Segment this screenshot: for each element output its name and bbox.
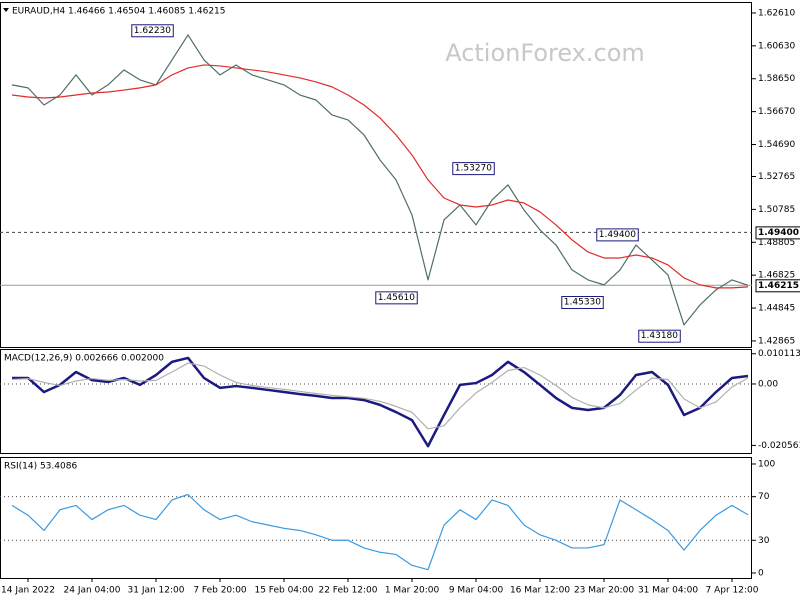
annotation: 1.53270: [455, 164, 492, 174]
y-tick-label: 1.48805: [758, 238, 795, 248]
y-tick-label: 0: [758, 568, 764, 578]
y-tick-label: 1.52765: [758, 172, 795, 182]
y-tick-label: 70: [758, 492, 770, 502]
x-tick-label: 22 Feb 12:00: [318, 586, 377, 596]
label-box: [755, 279, 800, 293]
y-tick-label: 1.50785: [758, 205, 795, 215]
x-tick-label: 14 Jan 2022: [1, 586, 55, 596]
x-tick-label: 16 Mar 12:00: [510, 586, 570, 596]
label-box: [596, 228, 639, 242]
y-tick-label: 1.46825: [758, 271, 795, 281]
x-tick-label: 31 Jan 12:00: [128, 586, 185, 596]
label-box: [755, 226, 800, 240]
y-tick-label: 1.42865: [758, 336, 795, 346]
annotation: 1.62230: [134, 26, 171, 36]
y-tick-label: 100: [758, 459, 775, 469]
series-line: [11, 362, 749, 430]
series-line: [12, 356, 749, 448]
series-line: [11, 64, 749, 289]
annotation: 1.49400: [599, 230, 636, 240]
y-tick-label: 1.54690: [758, 140, 795, 150]
series-line: [11, 493, 749, 571]
y-tick-label: 1.56670: [758, 107, 795, 117]
x-tick-label: 24 Jan 04:00: [64, 586, 121, 596]
y-tick-label: 1.62610: [758, 8, 795, 18]
x-tick-label: 15 Feb 04:00: [254, 586, 313, 596]
level-label: 1.46215: [758, 281, 799, 291]
y-tick-label: 1.44845: [758, 304, 795, 314]
series-line: [11, 34, 749, 326]
y-tick-label: 0.00: [758, 379, 778, 389]
y-tick-label: -0.020561: [758, 441, 800, 451]
panel-title: RSI(14) 53.4086: [4, 462, 77, 472]
x-tick-label: 31 Mar 04:00: [638, 586, 698, 596]
panel-frame: [0, 457, 752, 579]
panel-title: EURAUD,H4 1.46466 1.46504 1.46085 1.4621…: [12, 7, 226, 17]
label-box: [638, 329, 681, 343]
menu-icon: [3, 8, 9, 12]
watermark: ActionForex.com: [445, 39, 645, 67]
level-label: 1.49400: [758, 228, 799, 238]
y-tick-label: 1.58650: [758, 74, 795, 84]
panel-title: MACD(12,26,9) 0.002666 0.002000: [4, 354, 164, 364]
x-tick-label: 7 Feb 20:00: [193, 586, 247, 596]
y-tick-label: 0.010113: [758, 349, 800, 359]
annotation: 1.45610: [378, 293, 415, 303]
x-tick-label: 1 Mar 20:00: [385, 586, 440, 596]
x-tick-label: 9 Mar 04:00: [449, 586, 504, 596]
y-tick-label: 30: [758, 536, 770, 546]
y-tick-label: 1.60630: [758, 41, 795, 51]
x-tick-label: 7 Apr 12:00: [706, 586, 759, 596]
label-box: [452, 162, 495, 176]
label-box: [561, 295, 604, 309]
panel-frame: [0, 349, 752, 454]
annotation: 1.45330: [564, 297, 601, 307]
x-tick-label: 23 Mar 20:00: [574, 586, 634, 596]
panel-frame: [0, 2, 752, 348]
annotation: 1.43180: [641, 331, 678, 341]
label-box: [131, 24, 174, 38]
label-box: [375, 291, 418, 305]
